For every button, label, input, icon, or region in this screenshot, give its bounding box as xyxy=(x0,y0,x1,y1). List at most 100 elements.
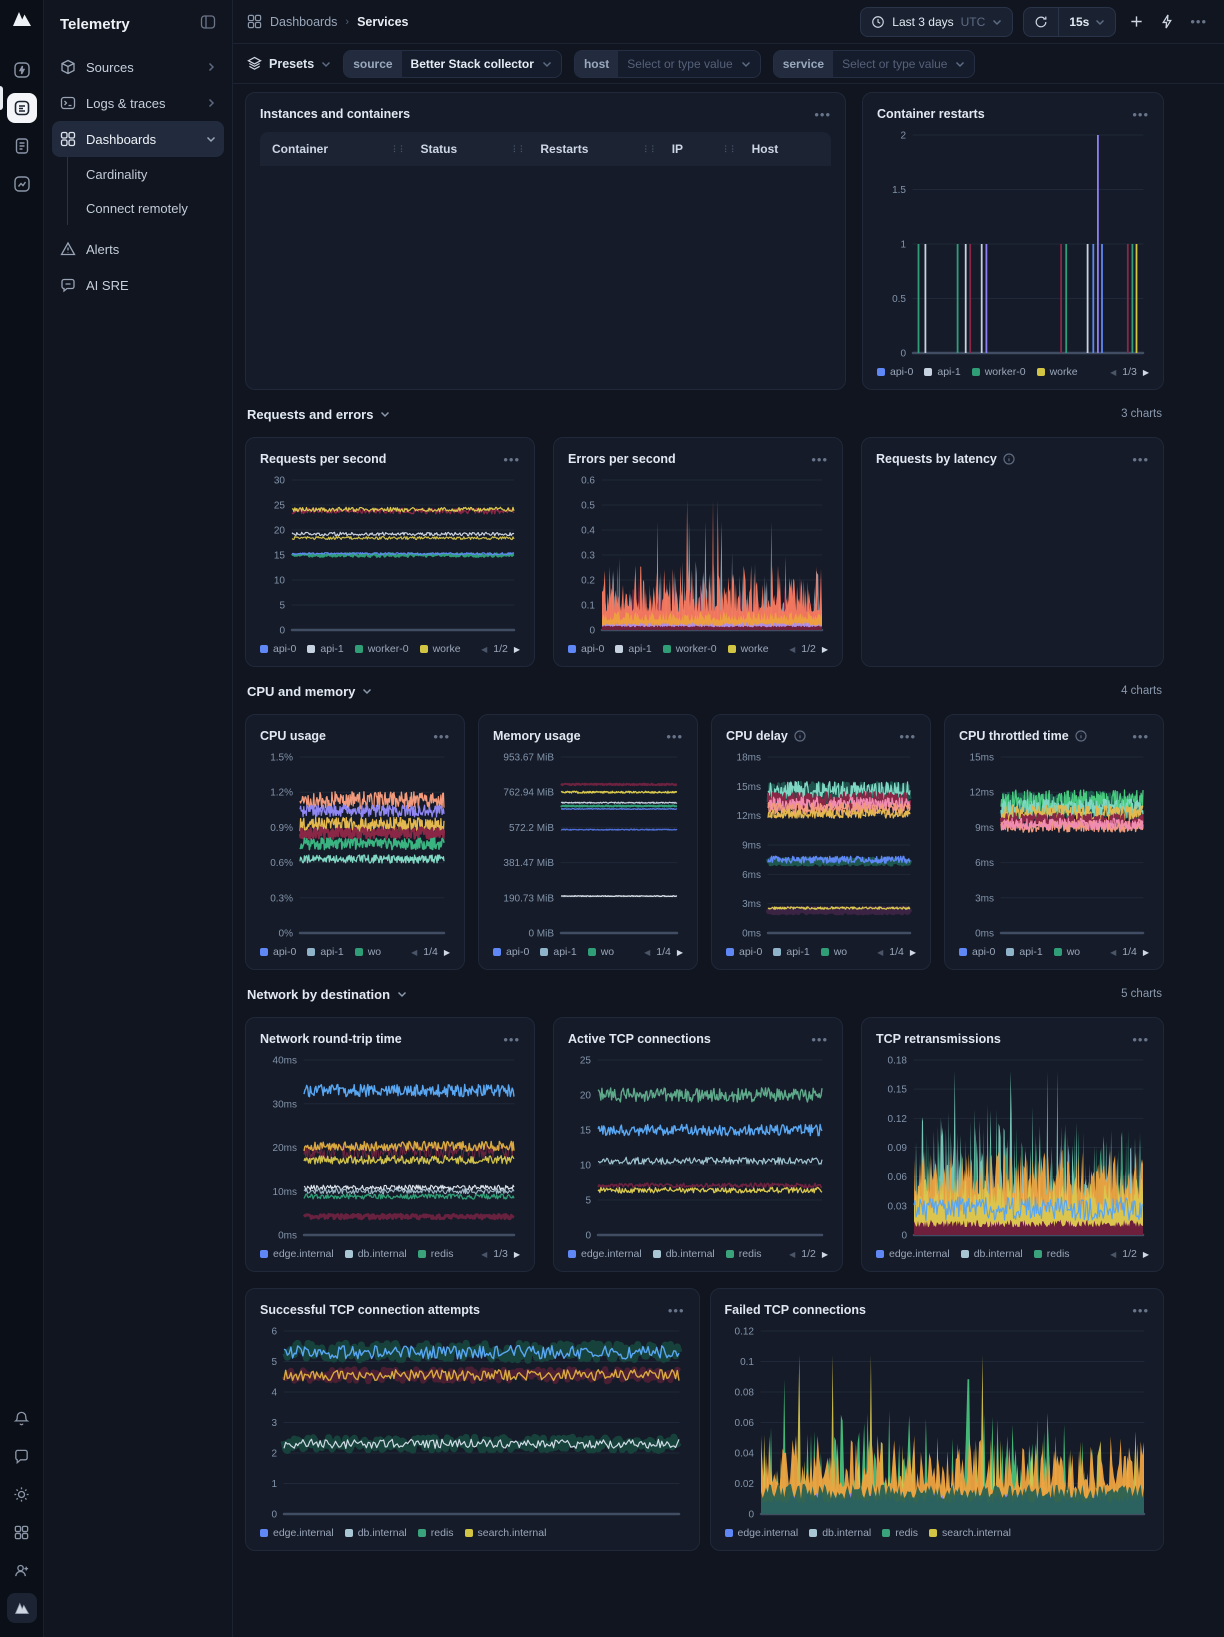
legend-prev-button[interactable]: ◀ xyxy=(411,947,418,957)
legend-item[interactable]: api-1 xyxy=(773,946,810,958)
refresh-interval-select[interactable]: 15s xyxy=(1059,8,1115,36)
legend-item[interactable]: db.internal xyxy=(960,1248,1023,1260)
legend-prev-button[interactable]: ◀ xyxy=(789,1249,796,1259)
column-header[interactable]: Container xyxy=(260,132,409,166)
legend-item[interactable]: api-1 xyxy=(924,366,961,378)
presets-button[interactable]: Presets xyxy=(247,56,331,71)
legend-next-button[interactable]: ▶ xyxy=(1142,947,1149,957)
sidebar-item-alerts[interactable]: Alerts xyxy=(52,231,224,267)
legend-item[interactable]: api-1 xyxy=(1006,946,1043,958)
section-title[interactable]: Network by destination xyxy=(247,987,407,1002)
panel-menu-button[interactable] xyxy=(433,729,450,744)
network-round-trip-time-chart[interactable]: 0ms 10ms 20ms 30ms 40ms xyxy=(260,1053,520,1243)
sidebar-item-ai-sre[interactable]: AI SRE xyxy=(52,267,224,303)
legend-item[interactable]: worke xyxy=(727,643,769,655)
sidebar-item-cardinality[interactable]: Cardinality xyxy=(86,166,148,182)
panel-menu-button[interactable] xyxy=(666,729,683,744)
column-header[interactable]: Status xyxy=(408,132,529,166)
legend-item[interactable]: api-1 xyxy=(307,643,344,655)
legend-item[interactable]: edge.internal xyxy=(568,1248,642,1260)
legend-item[interactable]: api-0 xyxy=(877,366,913,378)
legend-prev-button[interactable]: ◀ xyxy=(1110,1249,1117,1259)
legend-prev-button[interactable]: ◀ xyxy=(1110,947,1117,957)
sidebar-item-logs-traces[interactable]: Logs & traces xyxy=(52,85,224,121)
panel-menu-button[interactable] xyxy=(1132,107,1149,122)
rail-reports-icon[interactable] xyxy=(7,169,37,199)
legend-item[interactable]: worker-0 xyxy=(354,643,409,655)
requests-per-second-chart[interactable]: 0 5 10 15 20 25 30 xyxy=(260,473,520,638)
cpu-throttled-time-chart[interactable]: 0ms 3ms 6ms 9ms 12ms 15ms xyxy=(959,750,1149,941)
sidebar-item-connect-remotely[interactable]: Connect remotely xyxy=(86,200,188,216)
info-icon[interactable] xyxy=(1075,730,1087,742)
legend-item[interactable]: wo xyxy=(587,946,614,958)
section-title[interactable]: Requests and errors xyxy=(247,407,390,422)
apps-grid-icon[interactable] xyxy=(7,1517,37,1547)
legend-item[interactable]: api-0 xyxy=(493,946,529,958)
cpu-usage-chart[interactable]: 0% 0.3% 0.6% 0.9% 1.2% 1.5% xyxy=(260,750,450,941)
theme-sun-icon[interactable] xyxy=(7,1479,37,1509)
legend-item[interactable]: db.internal xyxy=(344,1527,407,1539)
legend-item[interactable]: api-1 xyxy=(307,946,344,958)
workspace-logo-icon[interactable] xyxy=(6,1593,37,1623)
legend-item[interactable]: db.internal xyxy=(652,1248,715,1260)
legend-item[interactable]: edge.internal xyxy=(724,1527,798,1539)
notifications-bell-icon[interactable] xyxy=(7,1403,37,1433)
legend-item[interactable]: worker-0 xyxy=(971,366,1026,378)
container-restarts-chart[interactable]: 0 0.5 1 1.5 2 xyxy=(877,128,1149,361)
legend-item[interactable]: worker-0 xyxy=(662,643,717,655)
legend-item[interactable]: edge.internal xyxy=(260,1527,334,1539)
legend-next-button[interactable]: ▶ xyxy=(513,1249,520,1259)
legend-item[interactable]: db.internal xyxy=(809,1527,871,1539)
legend-item[interactable]: worke xyxy=(419,643,461,655)
column-header[interactable]: Restarts xyxy=(528,132,660,166)
invite-user-icon[interactable] xyxy=(7,1555,37,1585)
legend-item[interactable]: wo xyxy=(1053,946,1080,958)
legend-item[interactable]: redis xyxy=(1033,1248,1070,1260)
legend-item[interactable]: api-0 xyxy=(568,643,604,655)
legend-item[interactable]: redis xyxy=(882,1527,918,1539)
breadcrumb-dashboards[interactable]: Dashboards xyxy=(270,14,338,29)
legend-next-button[interactable]: ▶ xyxy=(676,947,683,957)
betterstack-logo-icon[interactable] xyxy=(11,10,33,33)
feedback-chat-icon[interactable] xyxy=(7,1441,37,1471)
legend-prev-button[interactable]: ◀ xyxy=(644,947,651,957)
cpu-delay-chart[interactable]: 0ms 3ms 6ms 9ms 12ms 15ms 18ms xyxy=(726,750,916,941)
legend-item[interactable]: wo xyxy=(354,946,381,958)
legend-next-button[interactable]: ▶ xyxy=(909,947,916,957)
section-title[interactable]: CPU and memory xyxy=(247,684,372,699)
legend-item[interactable]: db.internal xyxy=(344,1248,407,1260)
legend-item[interactable]: search.internal xyxy=(464,1527,546,1539)
panel-menu-button[interactable] xyxy=(811,452,828,467)
requests-by-latency-chart[interactable] xyxy=(876,473,1149,638)
legend-prev-button[interactable]: ◀ xyxy=(789,644,796,654)
legend-prev-button[interactable]: ◀ xyxy=(877,947,884,957)
legend-item[interactable]: redis xyxy=(417,1248,454,1260)
collapse-sidebar-icon[interactable] xyxy=(200,14,216,35)
rail-uptime-bolt-icon[interactable] xyxy=(7,55,37,85)
legend-item[interactable]: edge.internal xyxy=(260,1248,334,1260)
rail-telemetry-logs-icon[interactable] xyxy=(6,93,37,123)
failed-tcp-connections-chart[interactable]: 0 0.02 0.04 0.06 0.08 0.1 0.12 xyxy=(725,1324,1150,1522)
active-tcp-connections-chart[interactable]: 0 5 10 15 20 25 xyxy=(568,1053,828,1243)
legend-item[interactable]: wo xyxy=(820,946,847,958)
host-filter[interactable]: host Select or type value xyxy=(573,49,761,78)
source-filter[interactable]: source Better Stack collector xyxy=(343,49,562,78)
panel-menu-button[interactable] xyxy=(1132,729,1149,744)
column-header[interactable]: Host xyxy=(739,132,831,166)
legend-prev-button[interactable]: ◀ xyxy=(481,1249,488,1259)
refresh-button[interactable] xyxy=(1024,8,1058,36)
service-filter[interactable]: service Select or type value xyxy=(772,49,976,78)
panel-menu-button[interactable] xyxy=(811,1032,828,1047)
panel-menu-button[interactable] xyxy=(1132,1032,1149,1047)
panel-menu-button[interactable] xyxy=(814,107,831,122)
info-icon[interactable] xyxy=(1003,453,1015,465)
time-range-button[interactable]: Last 3 days UTC xyxy=(860,6,1014,37)
legend-next-button[interactable]: ▶ xyxy=(821,1249,828,1259)
memory-usage-chart[interactable]: 0 MiB 190.73 MiB 381.47 MiB 572.2 MiB 762.94… xyxy=(493,750,683,941)
panel-menu-button[interactable] xyxy=(668,1303,685,1318)
panel-menu-button[interactable] xyxy=(1132,1303,1149,1318)
add-chart-button[interactable] xyxy=(1126,14,1147,29)
more-options-button[interactable] xyxy=(1187,14,1210,29)
legend-item[interactable]: api-0 xyxy=(959,946,995,958)
legend-next-button[interactable]: ▶ xyxy=(821,644,828,654)
